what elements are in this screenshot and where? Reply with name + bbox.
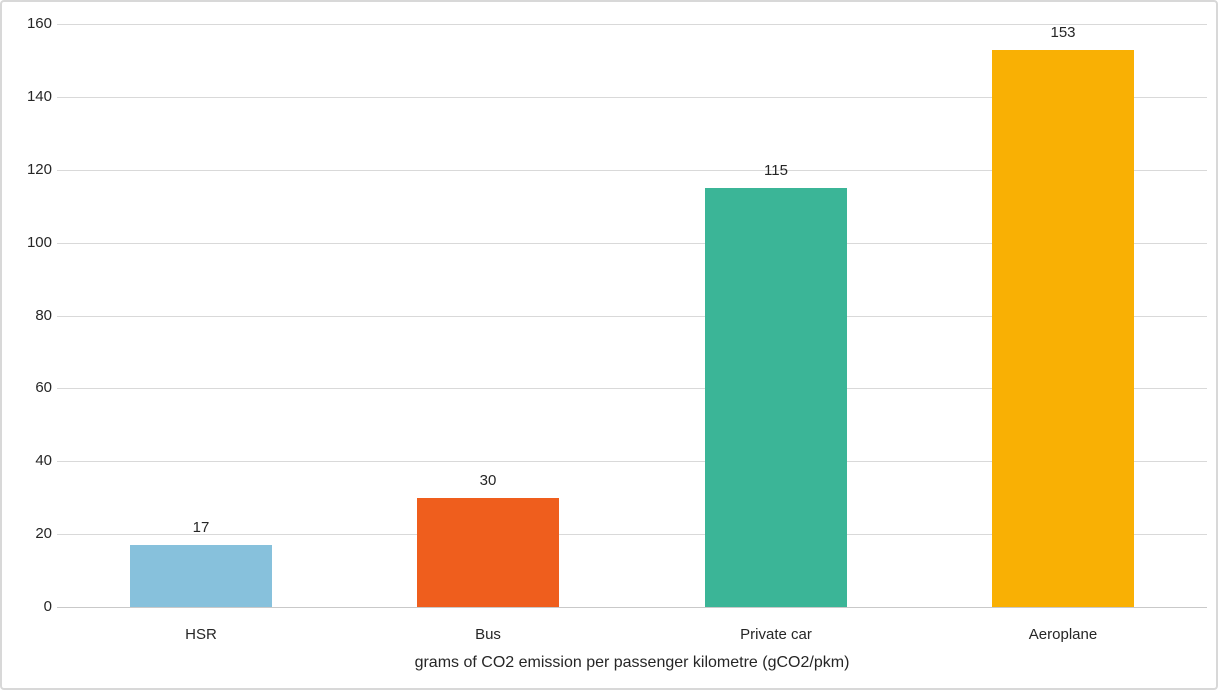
y-tick-label-100: 100 [26, 234, 52, 251]
gridline-120 [57, 170, 1207, 171]
gridline-100 [57, 243, 1207, 244]
y-tick-label-120: 120 [26, 161, 52, 178]
gridline-140 [57, 97, 1207, 98]
gridline-80 [57, 316, 1207, 317]
gridline-0 [57, 607, 1207, 608]
bar-hsr [130, 545, 272, 607]
y-tick-label-0: 0 [43, 598, 52, 615]
gridline-40 [57, 461, 1207, 462]
y-tick-label-80: 80 [35, 307, 52, 324]
x-tick-label-aeroplane: Aeroplane [1028, 626, 1098, 643]
bar-aeroplane [992, 50, 1134, 607]
value-label-aeroplane: 153 [1050, 24, 1076, 41]
value-label-hsr: 17 [192, 519, 210, 536]
x-tick-label-hsr: HSR [185, 626, 217, 643]
x-tick-label-bus: Bus [475, 626, 501, 643]
gridline-20 [57, 534, 1207, 535]
bar-bus [417, 498, 559, 607]
gridline-160 [57, 24, 1207, 25]
bar-private-car [705, 188, 847, 607]
y-tick-label-140: 140 [26, 88, 52, 105]
value-label-private-car: 115 [764, 162, 788, 179]
y-tick-label-20: 20 [35, 525, 52, 542]
y-tick-label-160: 160 [26, 15, 52, 32]
value-label-bus: 30 [479, 472, 497, 489]
x-tick-label-private-car: Private car [740, 626, 812, 643]
y-tick-label-60: 60 [35, 379, 52, 396]
gridline-60 [57, 388, 1207, 389]
y-tick-label-40: 40 [35, 452, 52, 469]
x-axis-title: grams of CO2 emission per passenger kilo… [414, 654, 850, 671]
